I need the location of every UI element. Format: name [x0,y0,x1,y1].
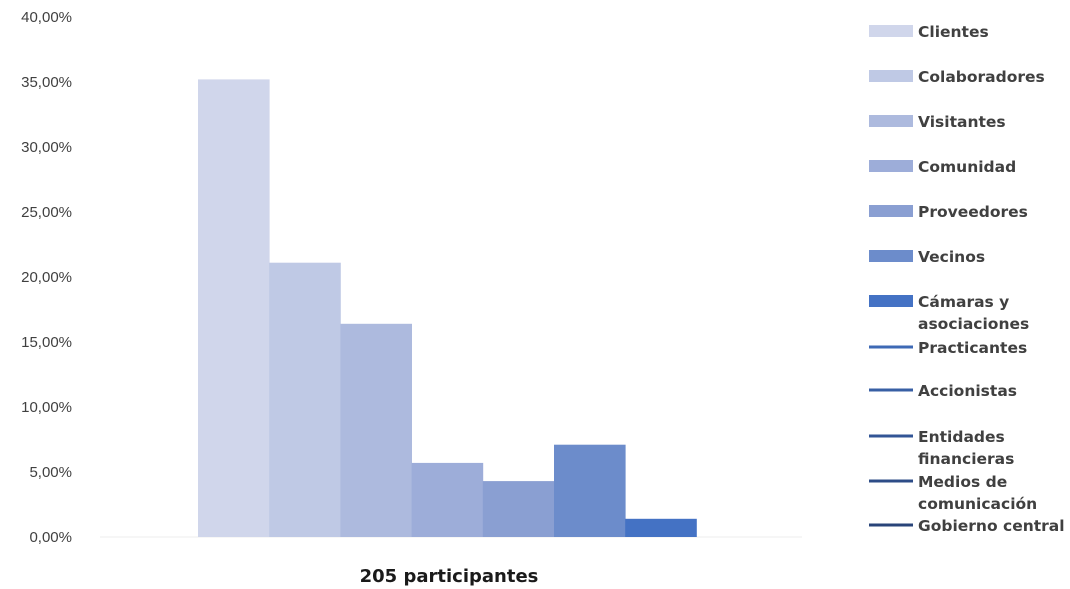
legend-swatch [869,250,913,262]
bar [411,462,484,537]
legend-label: Vecinos [918,248,985,266]
legend-label: Accionistas [918,382,1017,400]
legend-item: Entidades financieras [869,428,1014,468]
y-tick-label: 10,00% [21,399,72,416]
legend-item: Vecinos [869,248,985,266]
bar [198,79,270,538]
legend-swatch [869,25,913,37]
y-axis-ticks: 0,00% 5,00% 10,00% 15,00% 20,00% 25,00% 30,00%… [21,9,72,546]
legend-label: Visitantes [918,113,1006,131]
y-tick-label: 20,00% [21,269,72,286]
legend: Clientes Colaboradores Visitantes Comunidad… [869,23,1065,535]
y-tick-label: 15,00% [21,334,72,351]
legend-label: Colaboradores [918,68,1045,86]
legend-item: Accionistas [869,382,1017,400]
legend-item: Comunidad [869,158,1016,176]
legend-label: Medios de comunicación [918,473,1037,513]
legend-label: Clientes [918,23,989,41]
bar [554,444,626,537]
legend-item: Colaboradores [869,68,1045,86]
legend-label: Cámaras y asociaciones [918,293,1029,333]
legend-label: Practicantes [918,339,1027,357]
bar [340,323,412,537]
legend-swatch [869,295,913,307]
bar-series [198,79,697,538]
legend-item: Proveedores [869,203,1028,221]
legend-item: Visitantes [869,113,1006,131]
y-tick-label: 40,00% [21,9,72,26]
bar [482,481,555,537]
legend-item: Gobierno central [869,517,1065,535]
legend-item: Cámaras y asociaciones [869,293,1029,333]
legend-label: Gobierno central [918,517,1065,535]
legend-item: Medios de comunicación [869,473,1037,513]
legend-item: Clientes [869,23,989,41]
bar [269,262,341,537]
y-tick-label: 0,00% [29,529,72,546]
bar [625,518,697,537]
legend-label: Comunidad [918,158,1016,176]
legend-swatch [869,205,913,217]
legend-label: Proveedores [918,203,1028,221]
legend-label: Entidades financieras [918,428,1014,468]
legend-swatch [869,115,913,127]
y-tick-label: 25,00% [21,204,72,221]
y-tick-label: 35,00% [21,74,72,91]
y-tick-label: 30,00% [21,139,72,156]
y-tick-label: 5,00% [29,464,72,481]
x-axis-title: 205 participantes [360,566,539,587]
legend-item: Practicantes [869,339,1027,357]
legend-swatch [869,70,913,82]
legend-swatch [869,160,913,172]
